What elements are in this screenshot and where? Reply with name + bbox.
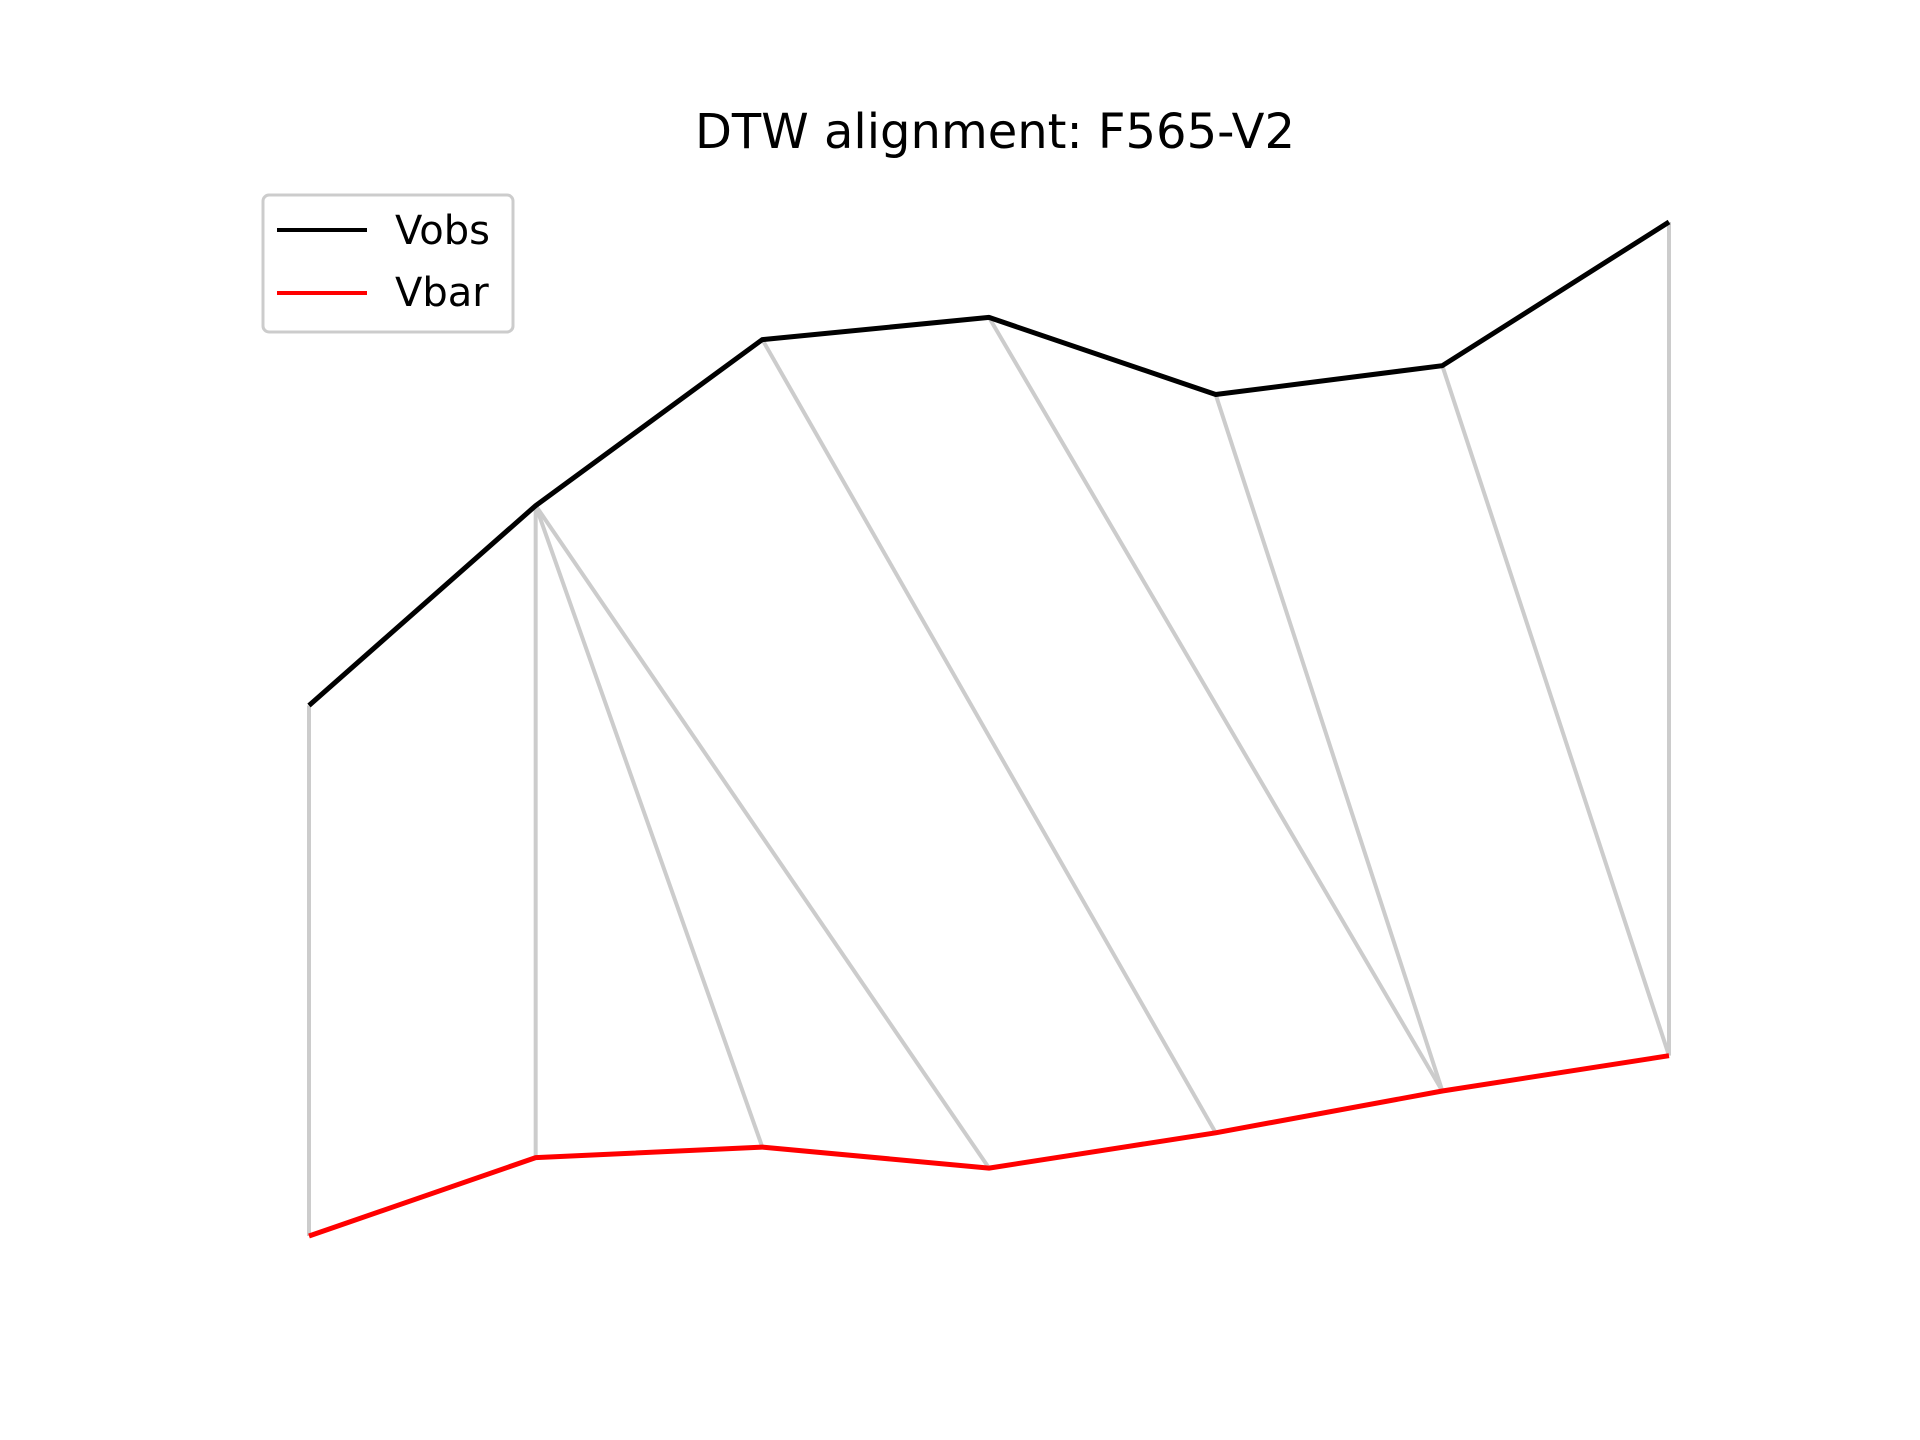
alignment-lines xyxy=(307,222,1671,1236)
alignment-line-7 xyxy=(1440,365,1671,1057)
chart-title: DTW alignment: F565-V2 xyxy=(695,104,1295,160)
alignment-line-5 xyxy=(987,316,1445,1092)
alignment-line-2 xyxy=(533,504,765,1148)
legend-label-vobs: Vobs xyxy=(395,208,490,254)
alignment-line-4 xyxy=(760,338,1218,1134)
alignment-line-6 xyxy=(1213,393,1445,1092)
alignment-line-3 xyxy=(534,504,991,1170)
series-lines xyxy=(307,219,1671,1239)
legend: Vobs Vbar xyxy=(261,193,515,334)
series-line-vobs xyxy=(307,219,1671,708)
series-line-vbar xyxy=(308,1053,1670,1239)
legend-label-vbar: Vbar xyxy=(395,270,489,316)
